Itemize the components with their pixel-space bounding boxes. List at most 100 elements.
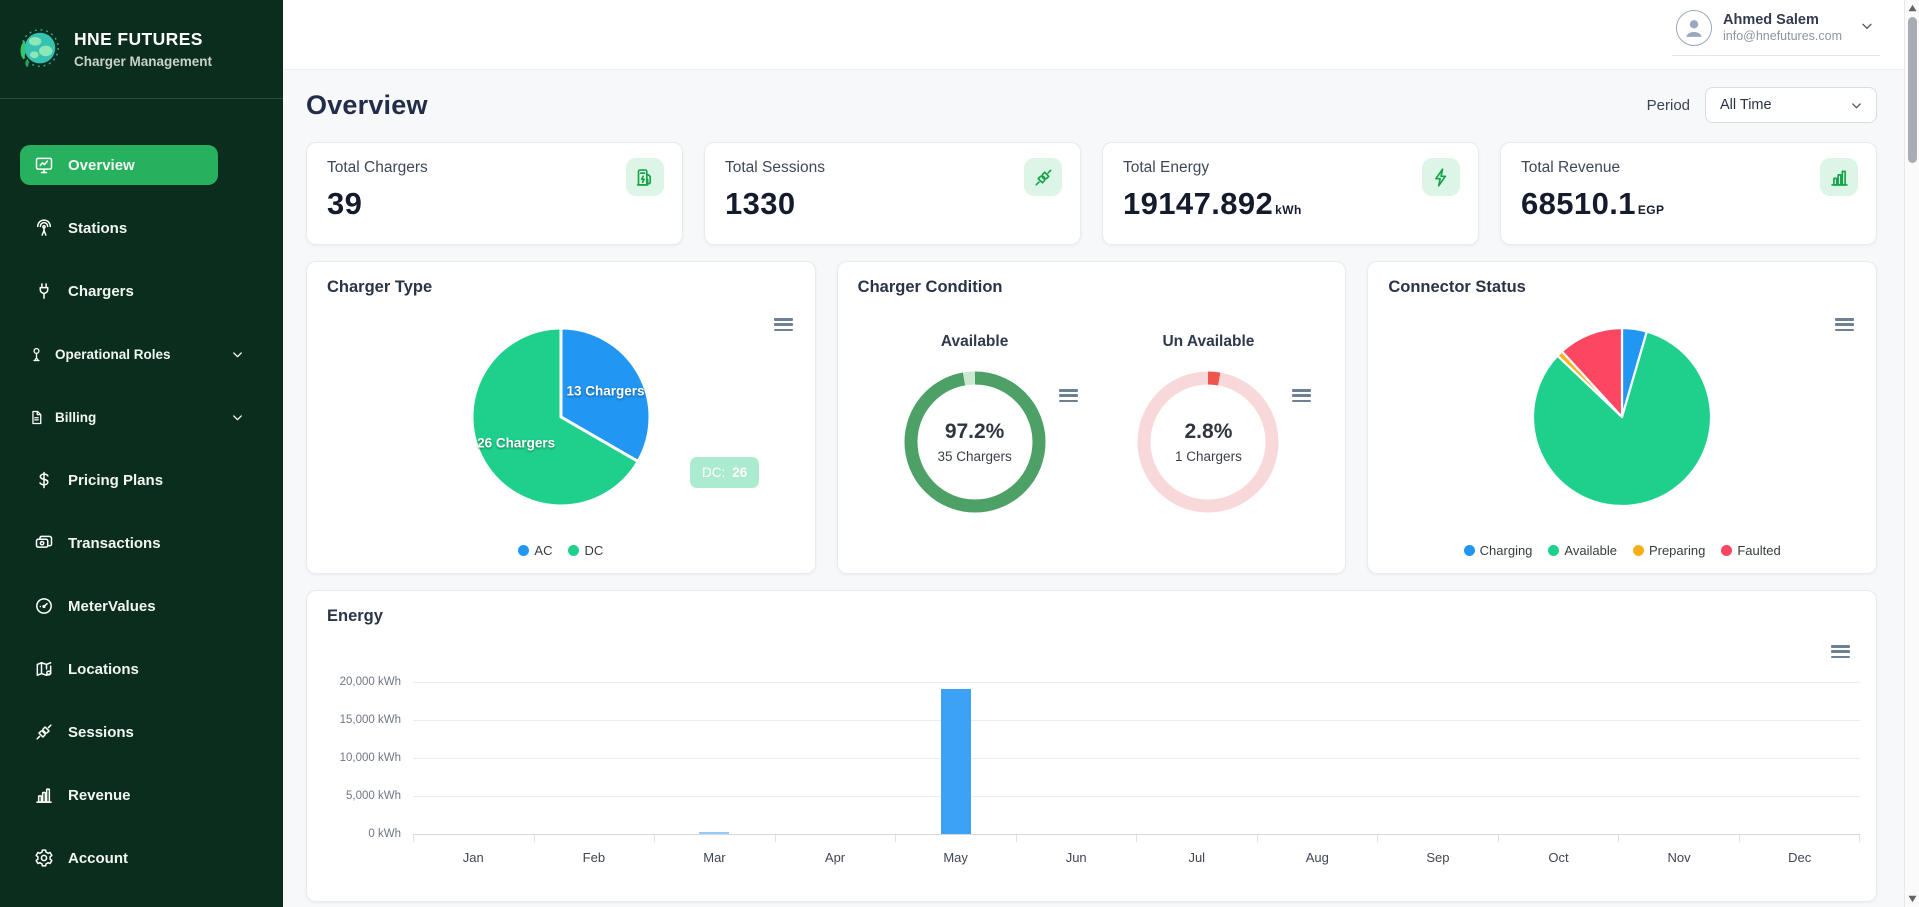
transactions-icon (34, 533, 54, 553)
legend-item-faulted[interactable]: Faulted (1721, 543, 1781, 558)
sidebar-item-operational-roles[interactable]: Operational Roles (16, 334, 257, 374)
gauge-sublabel: 1 Chargers (1175, 449, 1242, 464)
pricing-icon (34, 470, 54, 490)
legend-item-preparing[interactable]: Preparing (1632, 543, 1705, 558)
legend-label: Charging (1479, 543, 1533, 558)
sidebar-item-account[interactable]: Account (20, 838, 218, 878)
meter-icon (34, 596, 54, 616)
period-select-value: All Time (1720, 97, 1772, 113)
x-axis-tick (413, 835, 535, 842)
revenue-icon (34, 785, 54, 805)
legend-dot-icon (1721, 545, 1733, 556)
legend-item-available[interactable]: Available (1548, 543, 1617, 558)
page-title: Overview (306, 89, 428, 120)
connector-status-legend: Charging Available Preparing Faulted (1368, 543, 1876, 558)
sidebar-item-label: Operational Roles (55, 346, 171, 362)
energy-bar[interactable] (940, 688, 971, 834)
legend-item-dc[interactable]: DC (568, 543, 603, 558)
stat-label: Total Sessions (725, 159, 825, 176)
sidebar-item-metervalues[interactable]: MeterValues (20, 586, 218, 626)
chevron-down-icon (1852, 102, 1861, 109)
stat-label: Total Revenue (1521, 159, 1621, 176)
x-axis-tick (1378, 835, 1499, 842)
sidebar-item-locations[interactable]: Locations (20, 649, 218, 689)
sidebar-item-label: Chargers (68, 282, 134, 300)
y-axis-tick-label: 0 kWh (368, 828, 401, 840)
sidebar-item-stations[interactable]: Stations (20, 208, 218, 248)
gauge-donut[interactable]: 97.2% 35 Chargers (904, 371, 1046, 513)
brand-logo-globe-icon (16, 26, 62, 72)
stat-label: Total Chargers (327, 159, 428, 176)
brand-header: HNE FUTURES Charger Management (0, 0, 283, 99)
x-axis-label: Jul (1188, 850, 1206, 865)
bar-slot (413, 682, 534, 834)
sidebar-item-billing[interactable]: Billing (16, 397, 257, 437)
x-axis-label: May (943, 850, 968, 865)
sidebar-item-transactions[interactable]: Transactions (20, 523, 218, 563)
pie-slice-label: 13 Chargers (566, 383, 645, 399)
chart-menu-icon[interactable] (1058, 389, 1078, 405)
chart-menu-icon[interactable] (1831, 645, 1850, 661)
chevron-down-icon (230, 410, 245, 425)
bar-slot (775, 682, 896, 834)
tooltip-value: 26 (732, 465, 748, 480)
user-menu[interactable]: Ahmed Salem info@hnefutures.com (1672, 10, 1880, 56)
stat-card-total-revenue: Total Revenue 68510.1 EGP (1500, 142, 1877, 245)
sessions-icon (34, 722, 54, 742)
energy-title: Energy (327, 607, 383, 625)
x-axis-label: Sep (1426, 850, 1450, 865)
locations-icon (34, 659, 54, 679)
y-axis-tick-label: 5,000 kWh (346, 790, 401, 802)
sidebar-nav: Overview Stations Chargers Operational Role… (0, 99, 283, 878)
sidebar-item-label: Billing (55, 409, 97, 425)
scroll-up-arrow-icon[interactable] (1905, 1, 1919, 16)
chart-menu-icon[interactable] (1835, 318, 1855, 334)
sidebar-item-sessions[interactable]: Sessions (20, 712, 218, 752)
y-axis-tick-label: 20,000 kWh (339, 676, 401, 688)
x-axis-label: Aug (1305, 850, 1329, 865)
charger-type-pie[interactable]: 13 Chargers 26 Chargers (468, 324, 654, 510)
legend-dot-icon (518, 545, 530, 556)
chart-tooltip: DC: 26 (690, 457, 760, 488)
x-axis-tick (1258, 835, 1378, 842)
period-select[interactable]: All Time (1705, 87, 1877, 123)
stations-icon (34, 218, 54, 238)
stat-unit: EGP (1637, 203, 1665, 217)
chart-menu-icon[interactable] (773, 318, 793, 334)
scrollbar[interactable] (1904, 0, 1919, 907)
connector-status-card: Connector Status Charging Available Prepar… (1367, 261, 1878, 574)
x-axis-tick (1499, 835, 1619, 842)
bar-slot (895, 682, 1016, 834)
stat-unit: kWh (1275, 203, 1302, 217)
sidebar-item-chargers[interactable]: Chargers (20, 271, 218, 311)
gauge-donut[interactable]: 2.8% 1 Chargers (1137, 371, 1279, 513)
sidebar-item-revenue[interactable]: Revenue (20, 775, 218, 815)
connector-status-pie[interactable] (1529, 324, 1715, 510)
account-icon (34, 848, 54, 868)
sidebar-item-label: Locations (68, 660, 139, 678)
legend-item-charging[interactable]: Charging (1463, 543, 1533, 558)
plug-connect-icon (1024, 158, 1062, 196)
legend-item-ac[interactable]: AC (518, 543, 552, 558)
bar-slot (1257, 682, 1378, 834)
scroll-down-arrow-icon[interactable] (1905, 891, 1919, 906)
y-axis-tick-label: 10,000 kWh (339, 752, 401, 764)
sidebar-item-overview[interactable]: Overview (20, 145, 218, 185)
chart-menu-icon[interactable] (1292, 389, 1312, 405)
energy-bar[interactable] (699, 832, 730, 834)
sidebar-item-label: Sessions (68, 723, 134, 741)
energy-plot-area (413, 682, 1860, 835)
ev-station-icon (626, 158, 664, 196)
sidebar-item-label: Transactions (68, 534, 161, 552)
sidebar-item-pricing-plans[interactable]: Pricing Plans (20, 460, 218, 500)
x-axis-tick (535, 835, 655, 842)
legend-dot-icon (1632, 545, 1644, 556)
x-axis-tick (1137, 835, 1258, 842)
gauge-percent: 97.2% (944, 420, 1005, 443)
x-axis-tick (776, 835, 896, 842)
scrollbar-thumb[interactable] (1908, 17, 1917, 163)
sidebar-item-label: MeterValues (68, 597, 156, 615)
energy-x-axis-labels: Jan Feb Mar Apr May Jun Jul Aug Sep Oct Nov Dec (413, 850, 1860, 865)
bolt-icon (1422, 158, 1460, 196)
legend-label: DC (584, 543, 604, 558)
